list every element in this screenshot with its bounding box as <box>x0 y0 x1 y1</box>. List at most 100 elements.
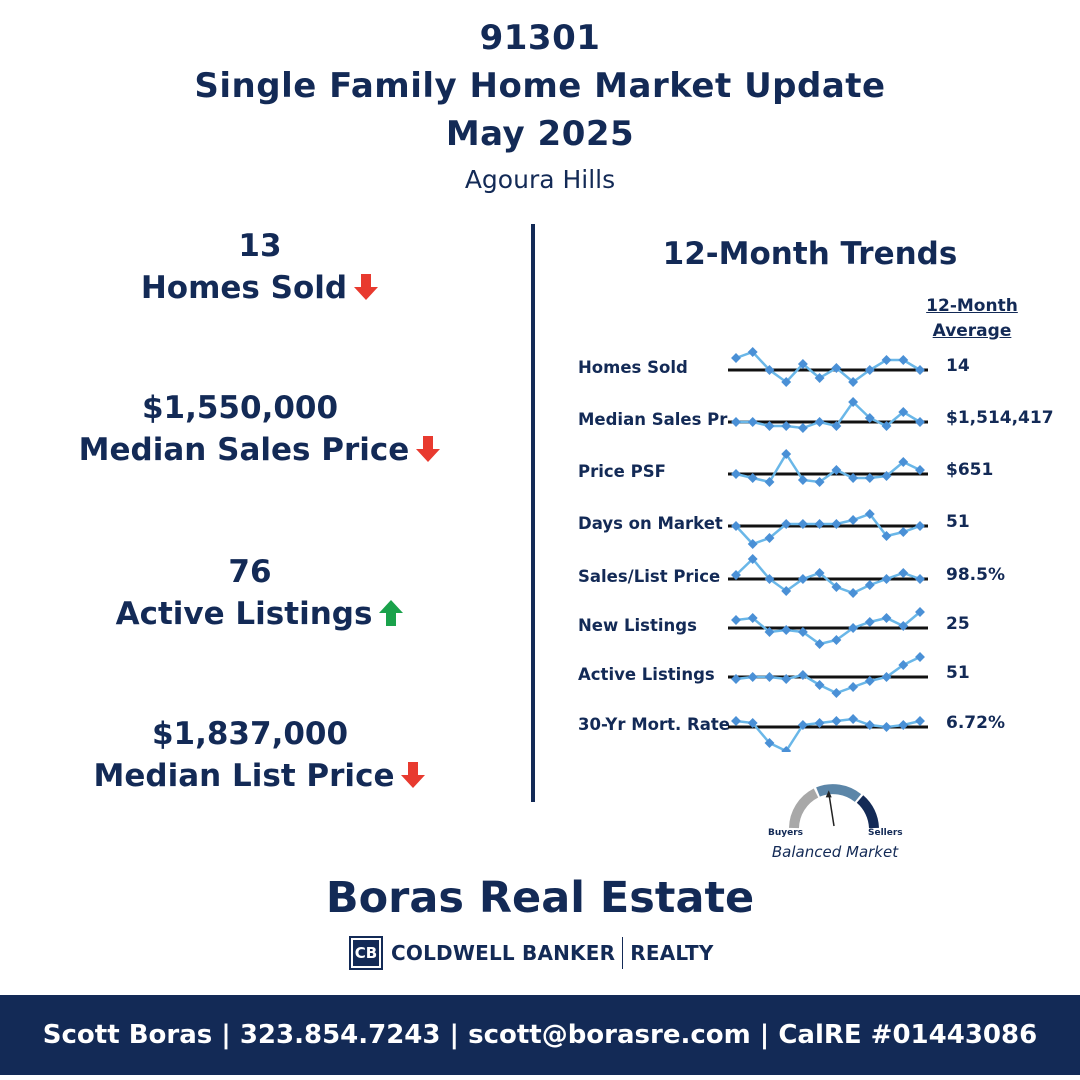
sparkline-point <box>831 635 842 645</box>
sparkline-point <box>731 570 741 580</box>
stat-median-sales-price: $1,550,000 Median Sales Price <box>40 388 480 472</box>
sparkline-point <box>915 607 925 617</box>
trend-label: 30-Yr Mort. Rate <box>578 715 730 734</box>
sparkline-point <box>831 716 842 726</box>
trend-sparkline <box>728 509 928 549</box>
sparkline-path <box>735 350 921 384</box>
sparkline-point <box>848 682 859 692</box>
sparkline-point <box>864 580 875 590</box>
stat-value: $1,550,000 <box>141 390 339 426</box>
trend-label: Active Listings <box>578 665 715 684</box>
sparkline-point <box>915 417 925 427</box>
sparkline-point <box>764 574 775 584</box>
sparkline-point <box>898 527 909 537</box>
stat-label: Median Sales Price <box>78 432 410 468</box>
sparkline-point <box>814 519 825 529</box>
gauge-caption: Balanced Market <box>771 843 899 861</box>
sparkline-point <box>731 716 741 726</box>
stat-value: 76 <box>228 554 272 590</box>
sparkline-point <box>797 519 808 529</box>
coldwell-banker-logo: CB COLDWELL BANKER REALTY <box>349 935 714 971</box>
sparkline-point <box>831 688 842 698</box>
sparkline-point <box>915 365 925 375</box>
sparkline-point <box>797 627 808 637</box>
trend-average-value: 14 <box>946 356 970 376</box>
sparkline-point <box>764 533 775 543</box>
trend-row: 30-Yr Mort. Rate 6.72% <box>578 702 1058 752</box>
sparkline-point <box>731 469 741 479</box>
sparkline-point <box>797 720 808 730</box>
stat-label: Median List Price <box>93 758 395 794</box>
sparkline-point <box>881 574 892 584</box>
trend-sparkline <box>728 714 928 752</box>
sparkline-point <box>731 353 741 363</box>
trend-label: Homes Sold <box>578 358 688 377</box>
trend-row: New Listings 25 <box>578 603 1058 649</box>
sparkline-point <box>915 574 925 584</box>
market-gauge: Buyers Sellers <box>762 776 903 866</box>
sparkline-point <box>797 423 808 433</box>
red-down-arrow-icon <box>416 435 441 462</box>
trend-label: Sales/List Price <box>578 567 721 586</box>
sparkline-point <box>814 718 825 728</box>
sparkline-point <box>831 582 842 592</box>
sparkline-point <box>731 417 741 427</box>
trend-average-value: $1,514,417 <box>946 408 1054 428</box>
sparkline-point <box>848 515 859 525</box>
sparkline-point <box>898 568 909 578</box>
sparkline-path <box>735 717 921 752</box>
trend-label: Median Sales Pr <box>578 410 728 429</box>
sparkline-path <box>735 655 921 695</box>
contact-info: Scott Boras | 323.854.7243 | scott@boras… <box>42 1020 1038 1050</box>
sparkline-point <box>731 615 741 625</box>
stat-median-list-price: $1,837,000 Median List Price <box>40 714 480 798</box>
sparkline-point <box>848 714 859 724</box>
green-up-arrow-icon <box>379 599 404 626</box>
average-column-header: 12-Month Average <box>926 296 1018 341</box>
red-down-arrow-icon <box>401 761 426 788</box>
sparkline-point <box>881 531 892 541</box>
stat-label: Active Listings <box>115 596 373 632</box>
logo-wordmark: COLDWELL BANKER <box>391 941 616 965</box>
sparkline-point <box>747 417 758 427</box>
sparkline-point <box>848 588 859 598</box>
report-header: 91301 Single Family Home Market Update M… <box>0 14 1080 200</box>
sparkline-point <box>864 617 875 627</box>
trend-row: Days on Market 51 <box>578 501 1058 549</box>
sparkline-point <box>915 716 925 726</box>
stat-homes-sold: 13 Homes Sold <box>60 226 460 310</box>
stat-label: Homes Sold <box>140 270 348 306</box>
logo-divider <box>622 937 624 969</box>
sparkline-path <box>735 451 921 484</box>
trend-sparkline <box>728 554 928 598</box>
stat-value: $1,837,000 <box>151 716 349 752</box>
sparkline-path <box>735 512 921 546</box>
gauge-dial-icon <box>789 784 879 829</box>
sparkline-point <box>731 521 741 531</box>
trend-row: Homes Sold 14 <box>578 345 1058 391</box>
sparkline-point <box>797 670 808 680</box>
trend-row: Sales/List Price 98.5% <box>578 554 1058 600</box>
sparkline-point <box>881 355 892 365</box>
gauge-sellers-label: Sellers <box>868 828 903 838</box>
logo-realty: REALTY <box>630 941 714 965</box>
trend-row: Median Sales Pr $1,514,417 <box>578 397 1058 443</box>
stat-active-listings: 76 Active Listings <box>60 552 460 636</box>
trend-average-value: 6.72% <box>946 713 1005 733</box>
trend-label: Days on Market <box>578 514 723 533</box>
contact-footer: Scott Boras | 323.854.7243 | scott@boras… <box>0 995 1080 1075</box>
trends-title: 12-Month Trends <box>662 236 958 272</box>
trend-label: New Listings <box>578 616 697 635</box>
trend-sparkline <box>728 652 928 698</box>
trend-row: Active Listings 51 <box>578 652 1058 698</box>
sparkline-path <box>735 557 921 595</box>
sparkline-point <box>881 471 892 481</box>
sparkline-point <box>881 672 892 682</box>
sparkline-path <box>736 400 921 430</box>
sparkline-point <box>747 672 758 682</box>
trend-sparkline <box>728 347 928 387</box>
sparkline-point <box>915 521 925 531</box>
sparkline-point <box>797 574 808 584</box>
sparkline-point <box>814 417 825 427</box>
cb-logo-icon: CB <box>349 936 383 970</box>
